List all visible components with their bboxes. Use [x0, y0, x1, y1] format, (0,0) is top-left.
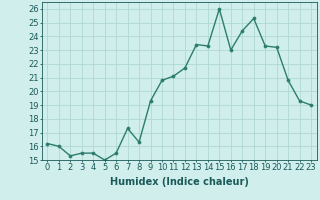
- X-axis label: Humidex (Indice chaleur): Humidex (Indice chaleur): [110, 177, 249, 187]
